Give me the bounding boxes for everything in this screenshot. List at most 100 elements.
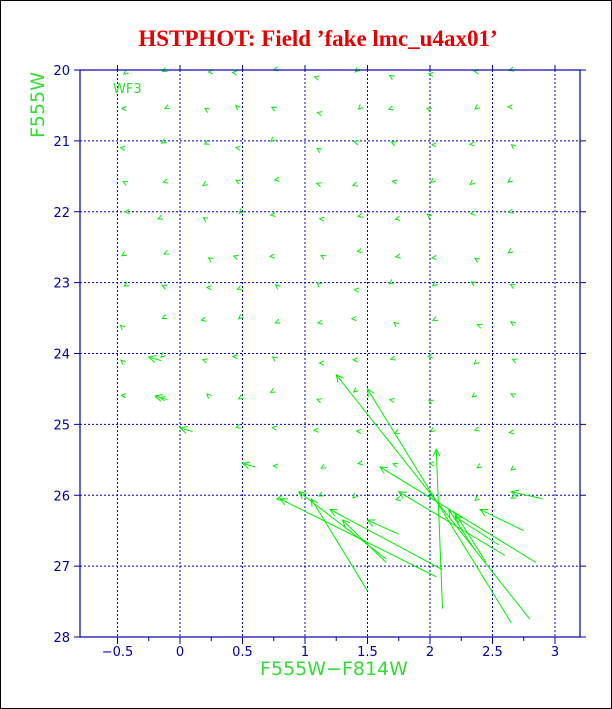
shift-arrow-head [454, 511, 463, 521]
y-tick-label: 28 [53, 631, 70, 646]
shift-arrow-line [479, 508, 524, 532]
shift-arrow-head [366, 519, 376, 527]
vector-mark [473, 426, 480, 432]
vector-mark [356, 460, 363, 466]
vector-mark [119, 145, 126, 151]
vector-mark [123, 209, 130, 215]
y-tick-label: 23 [53, 277, 70, 292]
x-tick-label: 0 [176, 645, 184, 660]
vector-mark [473, 359, 480, 365]
vector-mark [313, 75, 320, 81]
x-tick-label: 1 [301, 645, 309, 660]
shift-arrow-line [154, 395, 168, 401]
vector-mark [234, 145, 241, 151]
shift-arrow-head [379, 466, 389, 474]
vector-mark [509, 284, 516, 289]
vector-mark [388, 74, 395, 80]
shift-arrow-head [178, 426, 188, 434]
vector-mark [160, 138, 167, 144]
vector-mark [275, 495, 282, 502]
vector-mark [429, 177, 436, 184]
vector-mark [271, 356, 278, 362]
vector-mark [351, 181, 359, 187]
vector-mark [205, 393, 212, 399]
vector-mark [268, 253, 275, 259]
vector-mark [388, 279, 395, 285]
y-tick-label: 22 [53, 206, 70, 221]
vector-mark [123, 281, 130, 287]
y-tick-label: 26 [53, 489, 70, 504]
shift-arrow-head [397, 491, 407, 499]
shift-arrow-line [298, 491, 387, 560]
shift-arrow-head [328, 508, 339, 517]
vector-mark [231, 354, 238, 360]
shift-arrow-head [341, 519, 351, 528]
shift-arrow-head [432, 448, 441, 457]
vector-mark [426, 107, 433, 113]
vector-mark [391, 179, 398, 185]
x-tick-label: 3 [551, 645, 559, 660]
y-tick-label: 21 [53, 135, 70, 150]
vector-mark [510, 321, 516, 327]
vector-mark [232, 254, 239, 260]
vector-mark [509, 393, 516, 399]
vector-mark [510, 465, 516, 471]
x-tick-label: 0.5 [232, 645, 253, 660]
y-tick-label: 20 [53, 64, 70, 79]
vector-mark [272, 463, 279, 469]
shift-arrow-head [310, 497, 319, 507]
vector-mark [234, 104, 241, 111]
vector-mark [353, 287, 360, 293]
shift-arrow-head [153, 394, 163, 402]
vector-mark [274, 284, 281, 290]
vector-mark [387, 105, 394, 111]
shift-arrow-line [448, 509, 475, 549]
vector-mark [120, 393, 127, 399]
vector-mark [474, 495, 481, 502]
vector-mark [390, 141, 397, 147]
vector-mark [388, 397, 395, 403]
shift-arrow-head [278, 498, 289, 506]
vector-mark [428, 461, 435, 467]
vector-mark [316, 281, 322, 288]
vector-mark [157, 214, 164, 220]
y-axis-label: F555W [27, 72, 49, 138]
vector-mark [274, 318, 281, 324]
vector-mark [426, 353, 434, 359]
shift-arrow-line [398, 491, 506, 556]
vector-mark [352, 493, 358, 499]
vector-mark [394, 253, 401, 259]
vector-mark [350, 316, 357, 322]
vector-mark [471, 392, 478, 398]
vector-mark [392, 462, 399, 468]
vector-mark [205, 285, 212, 291]
shift-arrow-head [448, 508, 456, 518]
shift-arrow-line [511, 491, 543, 500]
vector-mark [354, 67, 361, 73]
vector-mark [507, 208, 514, 214]
shift-arrow-line [454, 516, 500, 546]
vector-mark [427, 399, 434, 405]
vector-mark [356, 212, 363, 219]
vector-mark [318, 216, 325, 222]
vector-mark [316, 147, 323, 154]
vector-mark [507, 177, 514, 183]
vector-mark [237, 313, 244, 320]
vector-mark [269, 387, 276, 393]
vector-mark [161, 314, 168, 320]
vector-mark [122, 69, 129, 75]
vector-mark [235, 423, 242, 429]
vector-mark [317, 491, 324, 497]
x-axis-label: F555W−F814W [260, 658, 408, 680]
vector-mark [273, 176, 280, 182]
vector-mark [430, 254, 437, 261]
axis-ticks: −0.5 0 0.5 1 1.5 2 2.5 3 20 21 22 23 24 25 26 27 28 [53, 64, 586, 660]
vector-mark [271, 425, 278, 431]
shift-arrow-line [335, 374, 531, 620]
shift-arrow-head [147, 355, 157, 363]
vector-mark [353, 140, 360, 146]
vector-mark [203, 139, 210, 145]
vector-mark [470, 281, 477, 287]
vector-mark [200, 316, 207, 322]
